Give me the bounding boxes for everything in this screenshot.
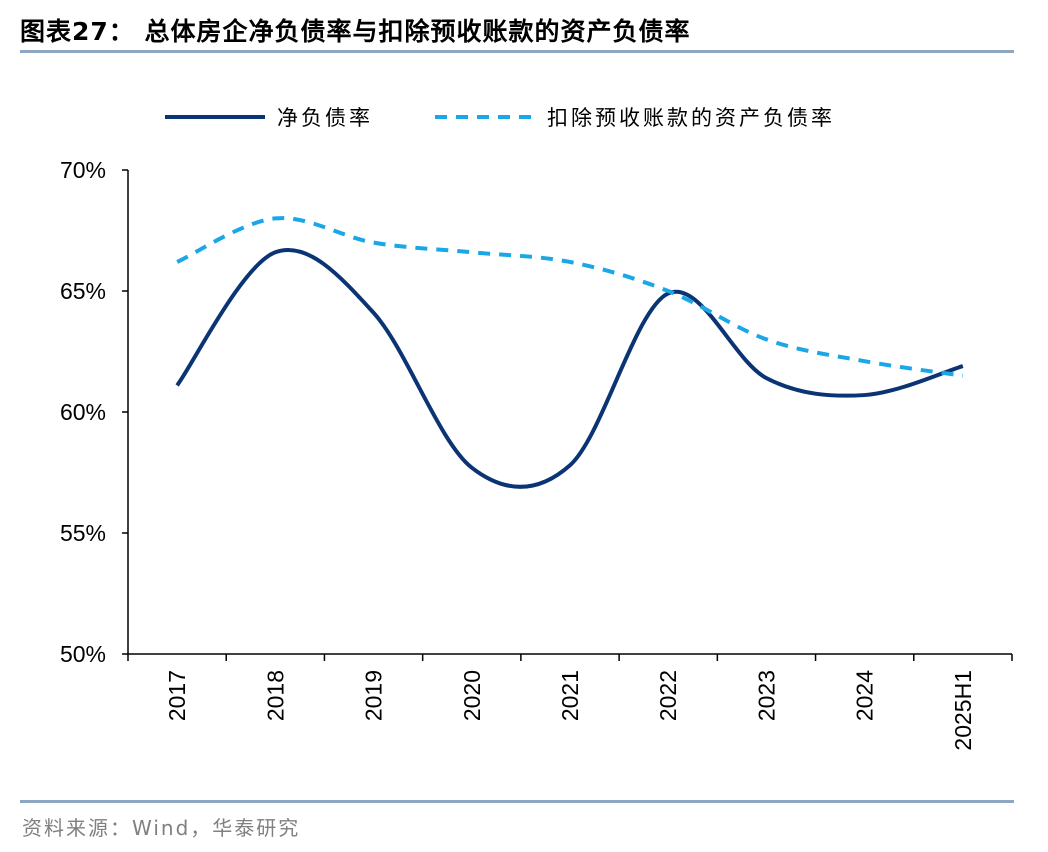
x-tick-label: 2018 [262,670,288,721]
legend-label: 扣除预收账款的资产负债率 [547,106,835,130]
source-divider [20,800,1014,803]
source-note: 资料来源：Wind，华泰研究 [22,816,301,840]
x-tick-label: 2017 [164,670,190,721]
y-tick-label: 50% [60,641,106,667]
x-tick-label: 2024 [852,670,878,721]
y-tick-label: 60% [60,399,106,425]
x-tick-label: 2023 [753,670,779,721]
y-tick-label: 70% [60,157,106,183]
series-line-2 [176,216,964,378]
y-tick-label: 65% [60,278,106,304]
x-tick-label: 2025H1 [950,670,976,751]
legend-label: 净负债率 [277,106,373,130]
series-line-1 [175,248,964,489]
x-tick-label: 2021 [557,670,583,721]
x-tick-label: 2020 [459,670,485,721]
x-tick-label: 2019 [361,670,387,721]
y-tick-label: 55% [60,520,106,546]
title-divider [20,50,1014,53]
chart-title: 图表27： 总体房企净负债率与扣除预收账款的资产负债率 [20,17,691,46]
x-tick-label: 2022 [655,670,681,721]
